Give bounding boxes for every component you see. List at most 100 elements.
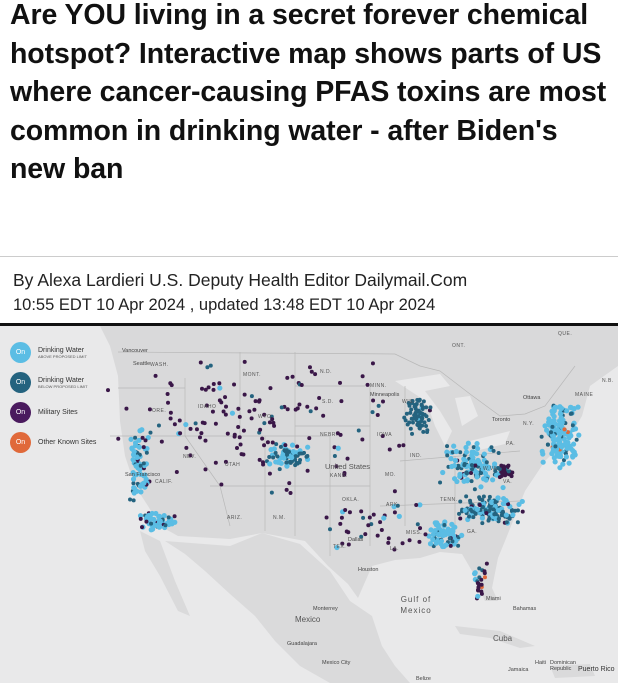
site-marker[interactable] <box>448 543 453 548</box>
site-marker[interactable] <box>217 385 223 391</box>
toggle-on-button[interactable]: On <box>10 432 31 453</box>
site-marker[interactable] <box>491 507 496 512</box>
site-marker[interactable] <box>480 521 485 526</box>
site-marker[interactable] <box>484 460 489 465</box>
site-marker[interactable] <box>217 381 222 386</box>
site-marker[interactable] <box>458 499 463 504</box>
site-marker[interactable] <box>269 490 274 495</box>
site-marker[interactable] <box>137 467 143 473</box>
site-marker[interactable] <box>391 504 397 510</box>
site-marker[interactable] <box>272 423 277 428</box>
legend-toggle-other-known-sites[interactable]: On Other Known Sites <box>10 432 96 453</box>
site-marker[interactable] <box>208 363 213 368</box>
site-marker[interactable] <box>496 465 501 470</box>
site-marker[interactable] <box>496 516 501 521</box>
site-marker[interactable] <box>481 451 487 457</box>
site-marker[interactable] <box>451 524 457 530</box>
site-marker[interactable] <box>489 499 495 506</box>
site-marker[interactable] <box>324 515 329 520</box>
site-marker[interactable] <box>130 452 137 458</box>
site-marker[interactable] <box>143 516 149 522</box>
site-marker[interactable] <box>335 445 341 451</box>
site-marker[interactable] <box>284 487 289 492</box>
site-marker[interactable] <box>472 570 478 576</box>
site-marker[interactable] <box>284 460 289 465</box>
site-marker[interactable] <box>236 424 241 429</box>
site-marker[interactable] <box>476 585 481 590</box>
site-marker[interactable] <box>143 438 148 443</box>
site-marker[interactable] <box>427 408 432 413</box>
site-marker[interactable] <box>412 416 417 421</box>
site-marker[interactable] <box>469 463 474 468</box>
site-marker[interactable] <box>313 372 318 377</box>
site-marker[interactable] <box>479 582 484 587</box>
site-marker[interactable] <box>424 405 429 410</box>
site-marker[interactable] <box>138 463 143 468</box>
site-marker[interactable] <box>213 421 218 426</box>
site-marker[interactable] <box>279 405 284 410</box>
site-marker[interactable] <box>141 445 146 450</box>
site-marker[interactable] <box>555 427 561 433</box>
site-marker[interactable] <box>138 489 144 495</box>
site-marker[interactable] <box>471 515 476 520</box>
site-marker[interactable] <box>438 480 443 485</box>
site-marker[interactable] <box>140 435 145 440</box>
toggle-on-button[interactable]: On <box>10 372 31 393</box>
site-marker[interactable] <box>356 428 361 433</box>
site-marker[interactable] <box>236 406 241 411</box>
site-marker[interactable] <box>481 476 487 482</box>
site-marker[interactable] <box>571 406 577 412</box>
site-marker[interactable] <box>520 509 525 514</box>
site-marker[interactable] <box>417 539 422 544</box>
site-marker[interactable] <box>564 445 570 451</box>
site-marker[interactable] <box>159 439 164 444</box>
site-marker[interactable] <box>479 577 484 582</box>
site-marker[interactable] <box>128 497 133 502</box>
site-marker[interactable] <box>487 494 492 499</box>
site-marker[interactable] <box>497 475 502 480</box>
site-marker[interactable] <box>297 460 302 465</box>
site-marker[interactable] <box>262 443 267 448</box>
site-marker[interactable] <box>241 428 246 433</box>
site-marker[interactable] <box>424 423 429 428</box>
site-marker[interactable] <box>376 403 381 408</box>
site-marker[interactable] <box>359 509 364 514</box>
site-marker[interactable] <box>396 513 402 519</box>
site-marker[interactable] <box>495 507 501 513</box>
site-marker[interactable] <box>468 507 473 512</box>
site-marker[interactable] <box>556 438 563 445</box>
site-marker[interactable] <box>295 444 300 449</box>
site-marker[interactable] <box>563 441 569 447</box>
site-marker[interactable] <box>435 531 441 538</box>
site-marker[interactable] <box>370 410 375 415</box>
site-marker[interactable] <box>371 512 376 517</box>
site-marker[interactable] <box>459 532 465 538</box>
site-marker[interactable] <box>205 365 210 370</box>
site-marker[interactable] <box>493 500 498 505</box>
site-marker[interactable] <box>477 503 482 508</box>
site-marker[interactable] <box>132 440 139 446</box>
site-marker[interactable] <box>168 416 173 421</box>
site-marker[interactable] <box>131 484 137 491</box>
site-marker[interactable] <box>558 405 565 411</box>
site-marker[interactable] <box>307 365 312 370</box>
site-marker[interactable] <box>409 407 414 412</box>
site-marker[interactable] <box>539 434 544 439</box>
site-marker[interactable] <box>445 453 450 458</box>
site-marker[interactable] <box>317 395 322 400</box>
site-marker[interactable] <box>387 447 392 452</box>
site-marker[interactable] <box>451 463 458 469</box>
site-marker[interactable] <box>290 448 296 455</box>
site-marker[interactable] <box>423 532 428 537</box>
site-marker[interactable] <box>435 522 441 528</box>
site-marker[interactable] <box>506 463 511 468</box>
site-marker[interactable] <box>443 542 449 548</box>
site-marker[interactable] <box>253 399 258 404</box>
site-marker[interactable] <box>267 420 272 425</box>
site-marker[interactable] <box>410 420 415 425</box>
site-marker[interactable] <box>452 457 458 464</box>
site-marker[interactable] <box>165 392 170 397</box>
site-marker[interactable] <box>188 426 193 431</box>
site-marker[interactable] <box>198 435 203 440</box>
site-marker[interactable] <box>252 407 257 412</box>
